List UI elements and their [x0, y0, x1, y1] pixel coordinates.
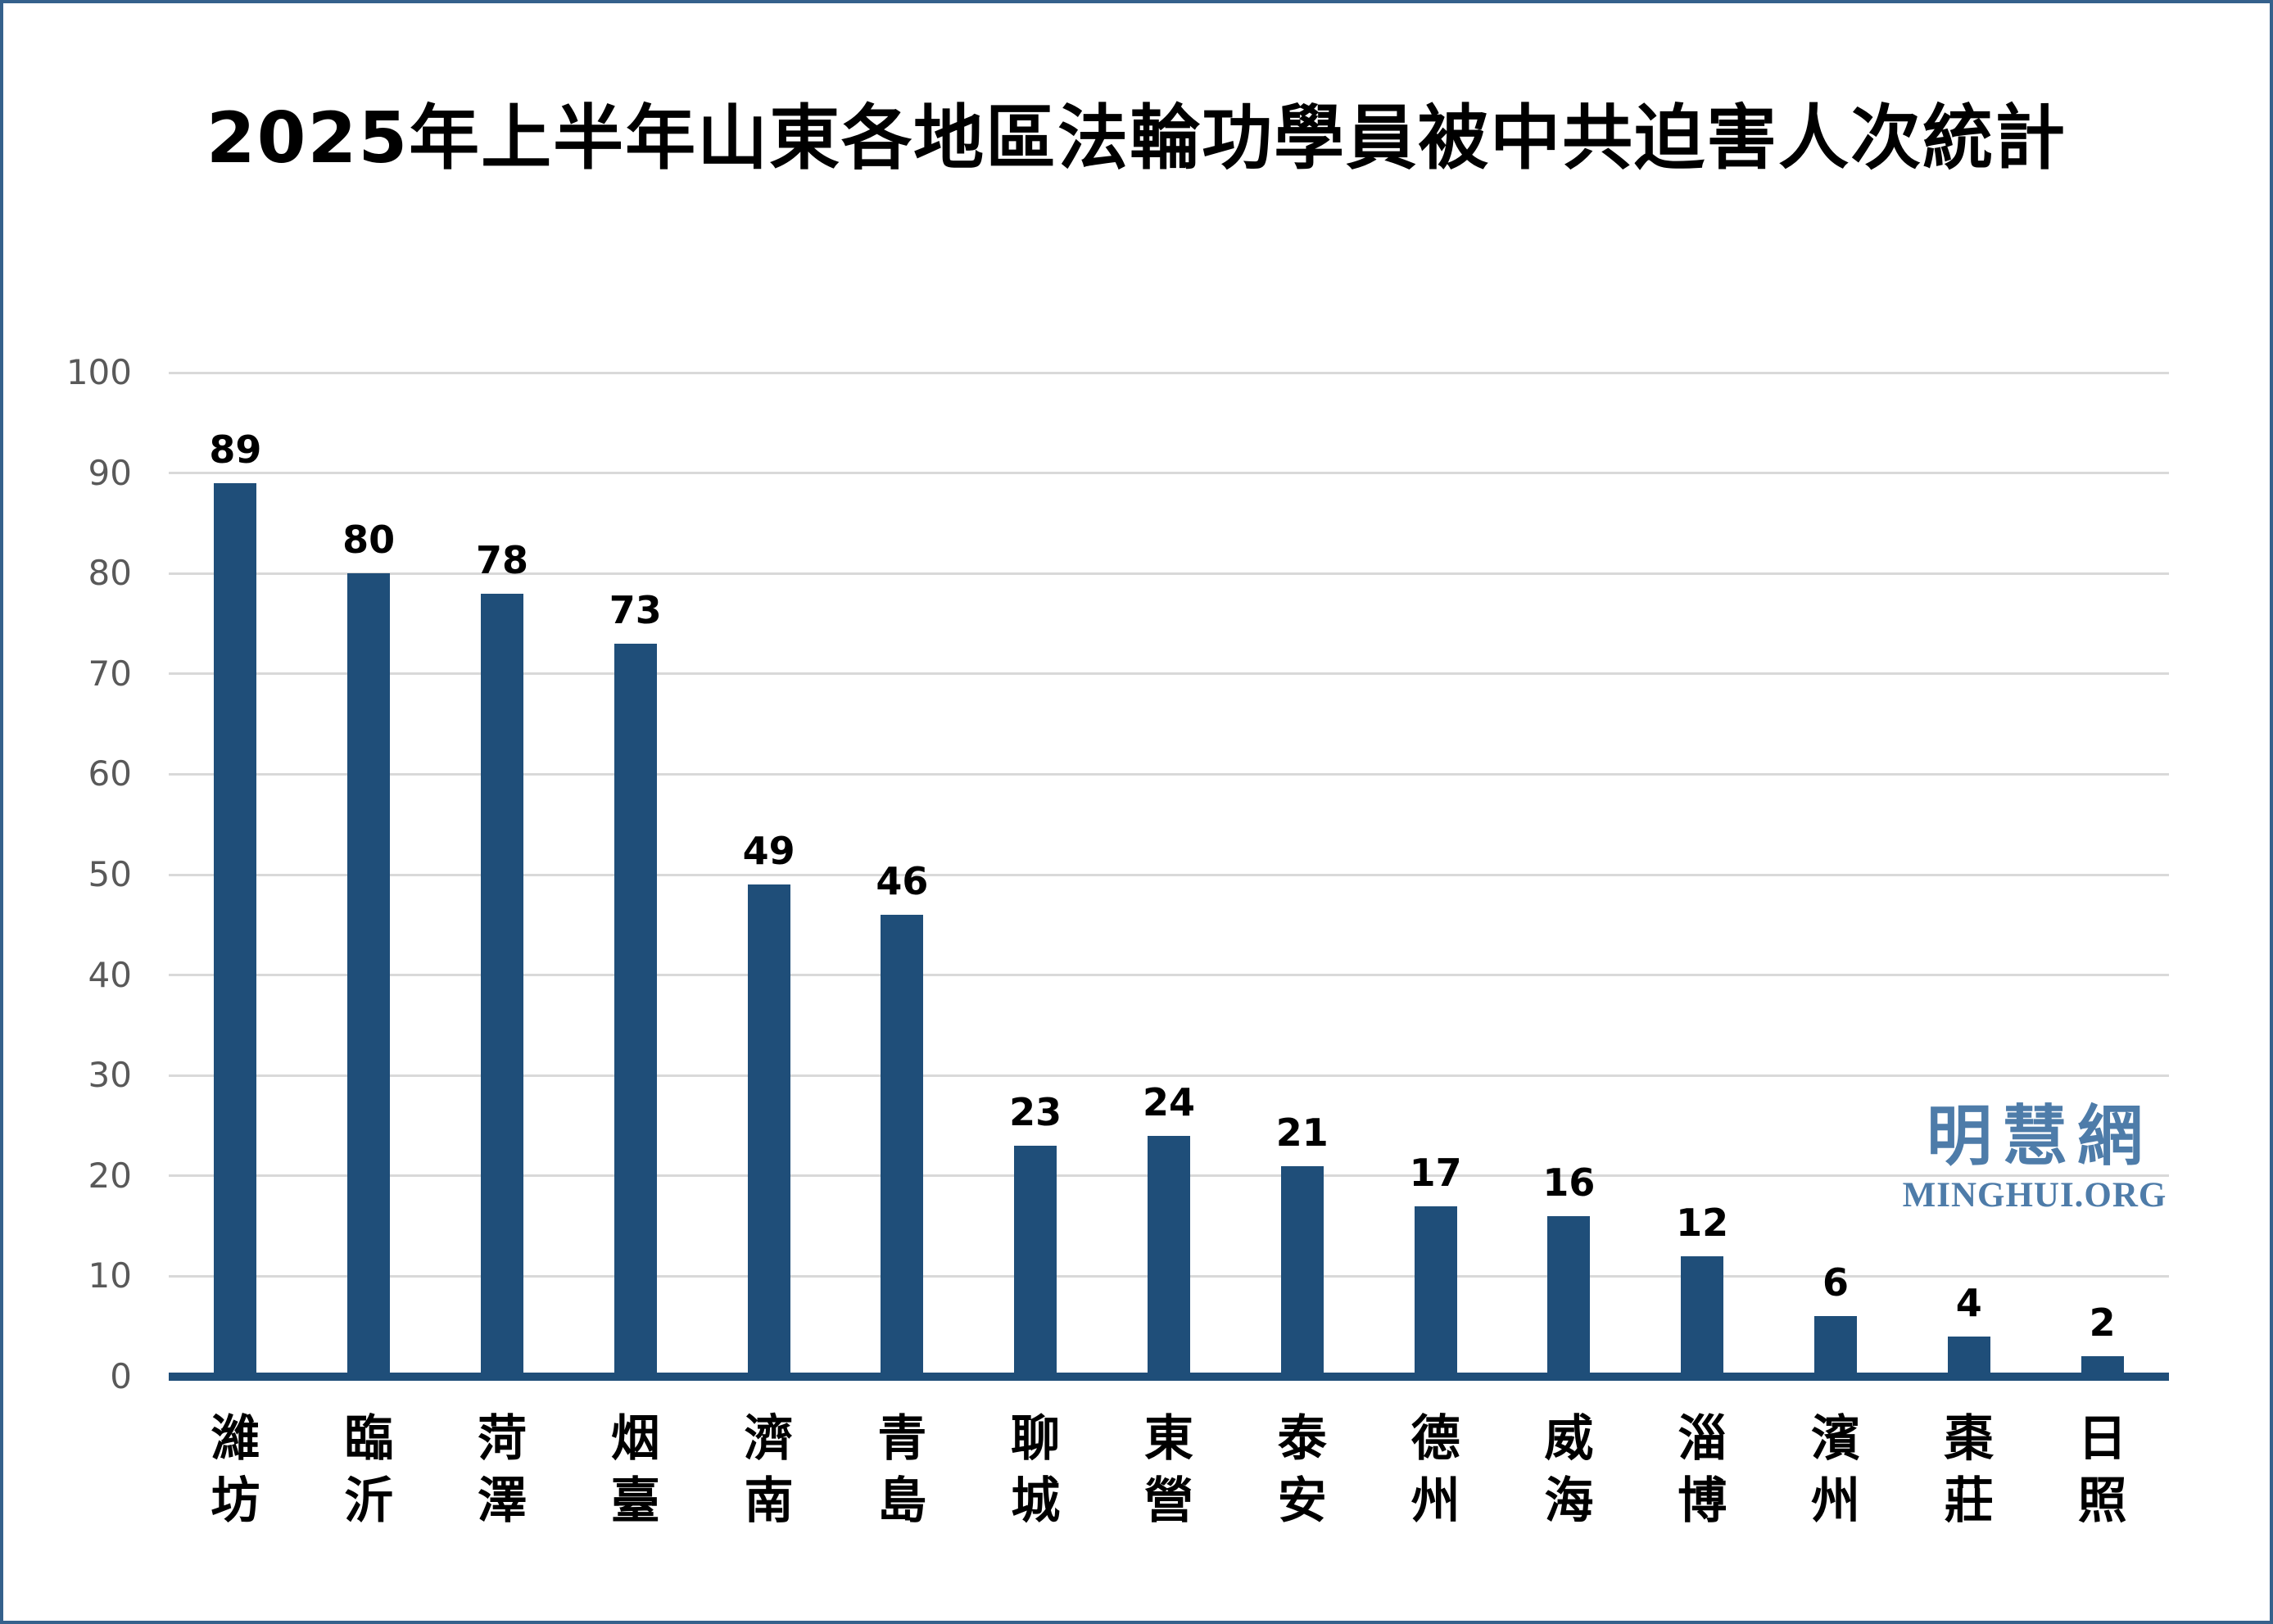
bar-value-label: 80	[342, 518, 396, 563]
x-category-label: 青 島	[877, 1410, 927, 1531]
y-axis-tick-label: 10	[88, 1255, 132, 1296]
bar-value-label: 23	[1009, 1090, 1062, 1135]
y-axis-tick-label: 70	[88, 653, 132, 694]
minghui-watermark: 明慧網 MINGHUI.ORG	[1887, 1098, 2182, 1215]
bar-value-label: 73	[609, 588, 662, 633]
gridline-y70	[169, 672, 2169, 676]
y-axis-tick-label: 100	[66, 352, 132, 392]
x-category-label: 德 州	[1410, 1410, 1460, 1531]
x-category-label: 東 營	[1144, 1410, 1193, 1531]
y-axis-tick-label: 20	[88, 1155, 132, 1196]
x-category-label: 濱 州	[1811, 1410, 1860, 1531]
bar-value-label: 78	[475, 537, 528, 582]
bar-value-label: 21	[1275, 1110, 1329, 1155]
gridline-y90	[169, 472, 2169, 475]
bar-value-label: 89	[209, 427, 262, 472]
x-category-label: 烟 臺	[610, 1410, 660, 1531]
minghui-logo-cjk: 明慧網	[1927, 1098, 2153, 1174]
bar-value-label: 4	[1955, 1280, 1982, 1325]
x-category-label: 聊 城	[1011, 1410, 1061, 1531]
bar-棗莊	[1947, 1336, 1990, 1377]
bar-聊城	[1014, 1146, 1057, 1377]
y-axis-tick-label: 0	[110, 1356, 132, 1396]
x-category-label: 濟 南	[744, 1410, 794, 1531]
bar-value-label: 49	[742, 829, 795, 874]
bar-臨沂	[347, 573, 391, 1377]
minghui-logo-url: MINGHUI.ORG	[1902, 1176, 2167, 1215]
bar-value-label: 12	[1676, 1200, 1729, 1245]
x-category-label: 臨 沂	[344, 1410, 394, 1531]
x-category-label: 菏 澤	[478, 1410, 527, 1531]
y-axis-tick-label: 80	[88, 553, 132, 594]
bar-value-label: 46	[876, 859, 929, 904]
chart-plot-area: 0 10 20 30 40 50 60 70 80 90 100 89 濰 坊 80 臨 沂 78 菏 澤 73 烟…	[66, 355, 2169, 1530]
x-category-label: 棗 莊	[1944, 1410, 1994, 1531]
bar-value-label: 6	[1822, 1260, 1849, 1305]
bar-濟南	[747, 884, 790, 1377]
bar-日照	[2081, 1356, 2124, 1377]
bar-德州	[1414, 1206, 1457, 1377]
bar-value-label: 24	[1142, 1079, 1195, 1124]
gridline-y80	[169, 572, 2169, 575]
bar-value-label: 17	[1409, 1150, 1462, 1195]
bar-value-label: 2	[2089, 1301, 2116, 1346]
bar-value-label: 16	[1542, 1160, 1596, 1205]
bar-青島	[881, 915, 924, 1377]
x-category-label: 濰 坊	[211, 1410, 260, 1531]
y-axis-tick-label: 30	[88, 1055, 132, 1096]
bar-淄博	[1681, 1255, 1724, 1377]
x-axis-line	[169, 1373, 2169, 1381]
bar-菏澤	[481, 593, 523, 1377]
gridline-y50	[169, 873, 2169, 876]
y-axis-tick-label: 90	[88, 452, 132, 493]
gridline-y100	[169, 371, 2169, 374]
x-category-label: 威 海	[1544, 1410, 1594, 1531]
x-category-label: 泰 安	[1277, 1410, 1327, 1531]
y-axis-tick-label: 60	[88, 753, 132, 794]
gridline-y60	[169, 772, 2169, 776]
bar-威海	[1547, 1215, 1591, 1377]
bar-濰坊	[214, 482, 257, 1377]
bar-泰安	[1280, 1165, 1324, 1377]
x-category-label: 日 照	[2077, 1410, 2127, 1531]
y-axis-tick-label: 50	[88, 854, 132, 894]
bar-烟臺	[614, 644, 657, 1377]
x-category-label: 淄 博	[1678, 1410, 1727, 1531]
y-axis-tick-label: 40	[88, 954, 132, 995]
bar-濱州	[1814, 1316, 1857, 1377]
gridline-y30	[169, 1074, 2169, 1077]
bar-東營	[1148, 1135, 1190, 1377]
chart-title: 2025年上半年山東各地區法輪功學員被中共迫害人次統計	[206, 97, 2067, 179]
gridline-y40	[169, 974, 2169, 977]
